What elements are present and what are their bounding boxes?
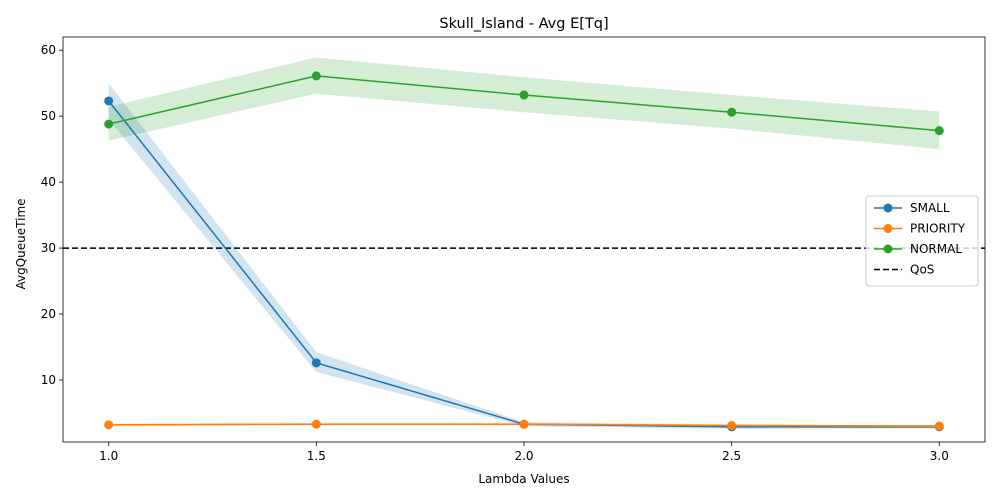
legend: SMALL PRIORITY NORMAL QoS bbox=[865, 195, 979, 287]
point-priority-0 bbox=[104, 420, 114, 430]
y-axis-label: AvgQueueTime bbox=[14, 198, 28, 289]
x-tick-label-4: 3.0 bbox=[930, 449, 949, 463]
y-tick-label-1: 20 bbox=[41, 307, 56, 321]
legend-label-small: SMALL bbox=[910, 201, 950, 215]
point-normal-1 bbox=[311, 71, 321, 81]
point-priority-2 bbox=[519, 419, 529, 429]
point-small-1 bbox=[311, 358, 321, 368]
legend-label-qos: QoS bbox=[910, 263, 934, 277]
point-normal-0 bbox=[104, 119, 114, 129]
point-small-0 bbox=[104, 96, 114, 106]
legend-box bbox=[865, 195, 979, 287]
x-axis-label: Lambda Values bbox=[478, 472, 569, 486]
x-tick-label-2: 2.0 bbox=[514, 449, 533, 463]
legend-label-priority: PRIORITY bbox=[910, 222, 966, 236]
point-priority-1 bbox=[311, 419, 321, 429]
band-normal bbox=[108, 57, 940, 150]
y-tick-label-5: 60 bbox=[41, 43, 56, 57]
y-tick-label-4: 50 bbox=[41, 109, 56, 123]
chart-title: Skull_Island - Avg E[Tq] bbox=[439, 16, 608, 32]
x-tick-label-1: 1.5 bbox=[307, 449, 326, 463]
legend-marker-priority bbox=[883, 224, 893, 233]
legend-label-normal: NORMAL bbox=[910, 242, 962, 256]
y-tick-label-0: 10 bbox=[41, 373, 56, 387]
point-priority-4 bbox=[934, 421, 944, 431]
x-tick-label-3: 2.5 bbox=[722, 449, 741, 463]
y-tick-label-3: 40 bbox=[41, 175, 56, 189]
legend-marker-normal bbox=[883, 244, 893, 254]
x-tick-label-0: 1.0 bbox=[99, 449, 118, 463]
plot-area: 1.0 1.5 2.0 2.5 3.0 10 20 30 40 50 60 bbox=[41, 36, 986, 463]
point-normal-2 bbox=[519, 90, 529, 100]
legend-marker-small bbox=[883, 203, 893, 213]
point-priority-3 bbox=[727, 421, 737, 431]
y-tick-label-2: 30 bbox=[41, 241, 56, 255]
point-normal-4 bbox=[934, 126, 944, 136]
point-normal-3 bbox=[727, 107, 737, 117]
